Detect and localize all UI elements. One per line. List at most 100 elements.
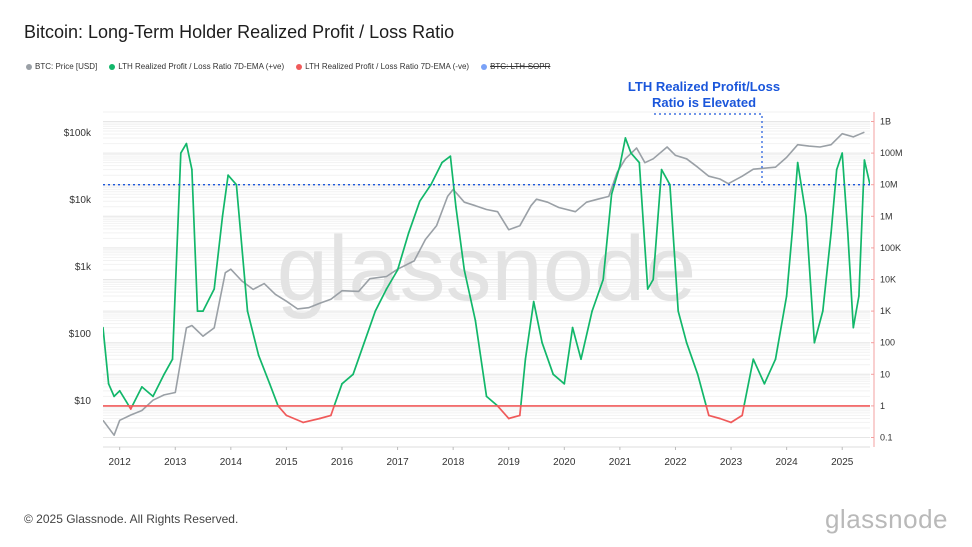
lth-ratio-positive-segment [407,200,421,234]
lth-ratio-positive-segment [563,326,574,385]
lth-ratio-positive-segment [852,295,860,329]
legend-item-price[interactable]: BTC: Price [USD] [26,62,97,71]
lth-ratio-positive-segment [519,358,527,407]
annotation-text-line2: Ratio is Elevated [652,95,756,110]
lth-ratio-positive-segment [430,161,443,186]
lth-ratio-positive-segment [524,300,535,361]
legend-item-lth-sopr[interactable]: BTC: LTH-SOPR [481,62,550,71]
y-right-tick-label: 1B [880,117,891,127]
legend-item-lth-negative[interactable]: LTH Realized Profit / Loss Ratio 7D-EMA … [296,62,469,71]
legend-item-lth-positive[interactable]: LTH Realized Profit / Loss Ratio 7D-EMA … [109,62,284,71]
lth-ratio-positive-segment [163,358,174,376]
lth-ratio-positive-segment [669,183,680,312]
lth-ratio-positive-segment [830,168,838,234]
lth-ratio-positive-segment [841,152,849,234]
y-left-tick-label: $100k [64,128,92,139]
x-tick-label: 2012 [109,457,132,468]
legend-label: BTC: Price [USD] [35,62,98,71]
lth-ratio-positive-segment [774,295,788,361]
lth-ratio-positive-segment [107,382,115,398]
lth-ratio-negative-segment [705,405,710,417]
lth-ratio-positive-segment [268,382,279,407]
lth-ratio-positive-segment [333,382,343,407]
lth-ratio-positive-segment [805,215,816,344]
lth-ratio-positive-segment [846,231,855,329]
lth-ratio-positive-segment [221,174,229,218]
grid-group [103,111,870,438]
legend-swatch [26,63,32,70]
lth-ratio-negative-segment [330,405,336,417]
x-tick-label: 2025 [831,457,854,468]
lth-ratio-positive-segment [152,373,165,398]
lth-ratio-positive-segment [602,193,613,281]
lth-ratio-negative-segment [507,414,521,420]
legend-swatch [296,63,303,70]
lth-ratio-positive-segment [813,310,824,344]
legend-label: LTH Realized Profit / Loss Ratio 7D-EMA … [305,62,470,71]
legend-label: BTC: LTH-SOPR [490,62,551,71]
y-right-tick-label: 10 [880,369,890,379]
lth-ratio-positive-segment [591,278,605,312]
lth-ratio-positive-segment [858,159,866,297]
lth-ratio-positive-segment [619,137,627,167]
lth-ratio-positive-segment [191,168,199,312]
x-tick-label: 2023 [720,457,743,468]
y-right-tick-label: 100M [880,148,903,158]
x-tick-label: 2024 [776,457,799,468]
glassnode-logo: glassnode [824,504,948,534]
lth-ratio-positive-segment [363,310,377,344]
lth-ratio-positive-segment [652,168,663,281]
legend: BTC: Price [USD] LTH Realized Profit / L… [26,62,550,71]
lth-ratio-positive-segment [374,288,388,312]
x-tick-label: 2014 [220,457,243,468]
lth-ratio-positive-segment [341,373,354,385]
annotation-text-line1: LTH Realized Profit/Loss [628,79,780,94]
lth-ratio-positive-segment [131,386,143,407]
lth-ratio-positive-segment [835,152,844,171]
lth-ratio-positive-segment [202,288,216,312]
y-right-tick-label: 100 [880,338,895,348]
lth-ratio-positive-segment [171,152,182,361]
btc-price-line [103,131,865,436]
lth-ratio-positive-segment [791,161,799,234]
x-tick-label: 2018 [442,457,465,468]
lth-ratio-negative-segment [285,414,304,424]
lth-ratio-positive-segment [677,310,688,344]
lth-ratio-positive-segment [449,155,457,208]
lth-ratio-positive-segment [646,278,655,290]
lth-ratio-negative-segment [730,414,744,424]
lth-ratio-positive-segment [532,300,543,344]
x-tick-label: 2017 [386,457,409,468]
lth-ratio-positive-segment [227,174,238,186]
lth-ratio-positive-segment [552,373,566,385]
y-left-tick-label: $10k [69,195,92,206]
x-tick-label: 2019 [498,457,521,468]
lth-ratio-positive-segment [796,161,807,218]
chart-title: Bitcoin: Long-Term Holder Realized Profi… [24,22,455,42]
y-right-tick-label: 100K [880,243,901,253]
lth-ratio-positive-segment [638,161,649,290]
lth-ratio-positive-segment [179,142,188,154]
lth-ratio-negative-segment [707,414,721,420]
plot-area [103,131,870,436]
lth-ratio-positive-segment [213,215,224,290]
lth-ratio-negative-segment [719,417,732,424]
legend-swatch [109,63,116,70]
lth-ratio-positive-segment [103,326,110,385]
lth-ratio-positive-segment [257,354,271,385]
lth-ratio-positive-segment [821,231,832,312]
lth-ratio-positive-segment [441,155,452,164]
y-right-tick-label: 1 [880,401,885,411]
lth-ratio-positive-segment [541,341,555,376]
y-right-tick-label: 10M [880,180,898,190]
x-tick-label: 2022 [664,457,687,468]
x-tick-label: 2016 [331,457,354,468]
lth-ratio-negative-segment [741,405,745,417]
lth-ratio-positive-segment [610,164,621,196]
lth-ratio-positive-segment [696,373,708,407]
lth-ratio-positive-segment [743,358,755,407]
watermark: glassnode [277,218,696,320]
lth-ratio-positive-segment [385,269,399,290]
lth-ratio-positive-segment [630,152,641,164]
lth-ratio-positive-segment [455,205,466,271]
